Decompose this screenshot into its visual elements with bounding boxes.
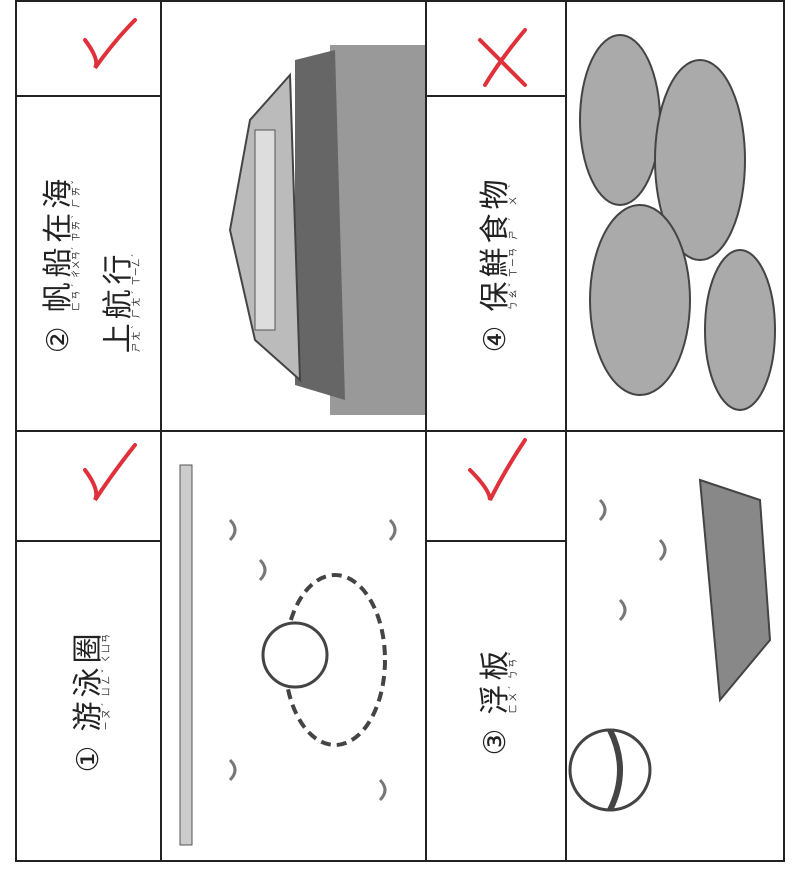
ship-picture (228, 45, 425, 415)
kickboard-picture (568, 478, 772, 812)
grading-marks (83, 18, 527, 502)
check-mark (83, 443, 137, 502)
cross-mark (478, 28, 527, 87)
image-cell (565, 430, 785, 862)
fish-picture (579, 34, 776, 411)
check-mark (83, 18, 137, 70)
swimmer-picture (179, 464, 397, 846)
check-mark (468, 438, 527, 501)
